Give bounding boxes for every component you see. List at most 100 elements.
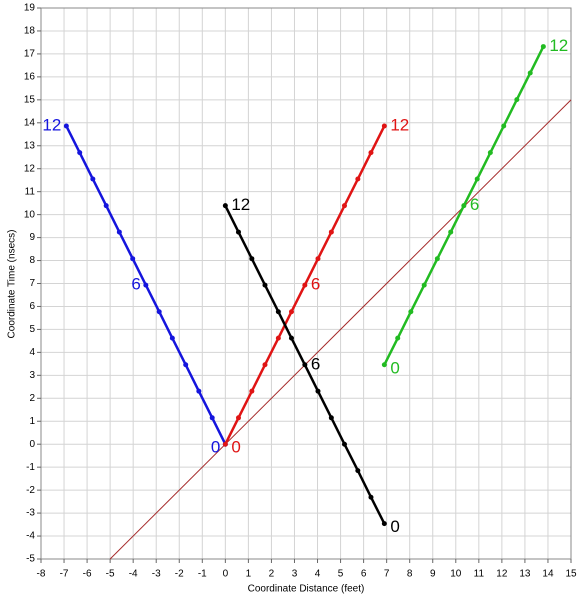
x-tick-label: 9 bbox=[430, 569, 436, 580]
point bbox=[275, 335, 281, 341]
point bbox=[143, 282, 149, 288]
point bbox=[527, 70, 533, 76]
x-tick-label: -5 bbox=[106, 569, 115, 580]
y-tick-label: 18 bbox=[24, 26, 36, 37]
point bbox=[381, 521, 387, 527]
y-tick-label: 2 bbox=[29, 393, 35, 404]
x-tick-label: 2 bbox=[269, 569, 275, 580]
point-label: 12 bbox=[549, 36, 568, 55]
point bbox=[63, 123, 69, 129]
x-tick-label: -6 bbox=[83, 569, 92, 580]
point bbox=[235, 229, 241, 235]
point bbox=[434, 256, 440, 262]
x-tick-label: 14 bbox=[542, 569, 554, 580]
y-tick-label: 9 bbox=[29, 232, 35, 243]
point bbox=[183, 362, 189, 368]
point bbox=[103, 203, 109, 209]
y-tick-label: 0 bbox=[29, 439, 35, 450]
x-tick-label: 6 bbox=[361, 569, 367, 580]
y-tick-label: 7 bbox=[29, 278, 35, 289]
x-tick-label: 13 bbox=[519, 569, 531, 580]
y-tick-label: 10 bbox=[24, 209, 36, 220]
x-tick-label: 4 bbox=[315, 569, 321, 580]
y-tick-label: 5 bbox=[29, 324, 35, 335]
point bbox=[395, 335, 401, 341]
x-tick-label: 7 bbox=[384, 569, 390, 580]
point bbox=[341, 203, 347, 209]
point-label: 6 bbox=[311, 354, 320, 373]
point-label: 0 bbox=[231, 438, 240, 457]
y-tick-label: 14 bbox=[24, 117, 36, 128]
x-tick-label: 3 bbox=[292, 569, 298, 580]
point bbox=[302, 282, 308, 288]
point bbox=[262, 362, 268, 368]
point bbox=[355, 176, 361, 182]
point bbox=[448, 229, 454, 235]
point bbox=[275, 309, 281, 315]
point bbox=[235, 415, 241, 421]
reference-line bbox=[109, 99, 572, 560]
y-tick-label: 16 bbox=[24, 72, 36, 83]
point bbox=[169, 335, 175, 341]
x-axis-title: Coordinate Distance (feet) bbox=[248, 584, 365, 595]
point bbox=[461, 203, 467, 209]
point bbox=[288, 309, 294, 315]
y-axis-title: Coordinate Time (nsecs) bbox=[7, 230, 18, 339]
point bbox=[249, 388, 255, 394]
y-tick-label: 4 bbox=[29, 347, 35, 358]
point bbox=[341, 441, 347, 447]
point bbox=[90, 176, 96, 182]
y-tick-label: -2 bbox=[26, 485, 35, 496]
point-label: 12 bbox=[42, 115, 61, 134]
y-tick-label: 12 bbox=[24, 163, 36, 174]
point bbox=[262, 282, 268, 288]
point bbox=[156, 309, 162, 315]
point bbox=[408, 309, 414, 315]
point-label: 6 bbox=[470, 195, 479, 214]
x-tick-label: -7 bbox=[60, 569, 69, 580]
y-tick-label: 3 bbox=[29, 370, 35, 381]
point-label: 12 bbox=[390, 115, 409, 134]
point bbox=[421, 282, 427, 288]
point bbox=[328, 229, 334, 235]
point-label: 0 bbox=[390, 358, 399, 377]
point bbox=[355, 468, 361, 474]
x-tick-label: -1 bbox=[198, 569, 207, 580]
point bbox=[368, 494, 374, 500]
x-tick-label: 12 bbox=[496, 569, 508, 580]
point bbox=[130, 256, 136, 262]
point bbox=[474, 176, 480, 182]
point bbox=[209, 415, 215, 421]
point bbox=[487, 150, 493, 156]
point bbox=[315, 256, 321, 262]
point-label: 0 bbox=[390, 517, 399, 536]
x-tick-label: 1 bbox=[246, 569, 252, 580]
point bbox=[381, 362, 387, 368]
x-tick-label: -4 bbox=[129, 569, 138, 580]
point bbox=[381, 123, 387, 129]
point bbox=[222, 203, 228, 209]
y-tick-label: -5 bbox=[26, 554, 35, 565]
grid bbox=[40, 7, 572, 560]
point-label: 12 bbox=[231, 195, 250, 214]
x-tick-label: 11 bbox=[474, 569, 485, 580]
point bbox=[116, 229, 122, 235]
y-tick-label: 6 bbox=[29, 301, 35, 312]
point-label: 6 bbox=[311, 275, 320, 294]
x-tick-label: -8 bbox=[37, 569, 46, 580]
y-tick-label: 19 bbox=[24, 3, 36, 14]
x-tick-label: 5 bbox=[338, 569, 344, 580]
point bbox=[315, 388, 321, 394]
point bbox=[196, 388, 202, 394]
point bbox=[288, 335, 294, 341]
x-tick-label: -3 bbox=[152, 569, 161, 580]
y-tick-label: -4 bbox=[26, 531, 35, 542]
point bbox=[222, 441, 228, 447]
point bbox=[249, 256, 255, 262]
point bbox=[368, 150, 374, 156]
y-tick-label: 8 bbox=[29, 255, 35, 266]
point-label: 6 bbox=[131, 275, 140, 294]
x-tick-label: 8 bbox=[407, 569, 413, 580]
point bbox=[514, 97, 520, 103]
